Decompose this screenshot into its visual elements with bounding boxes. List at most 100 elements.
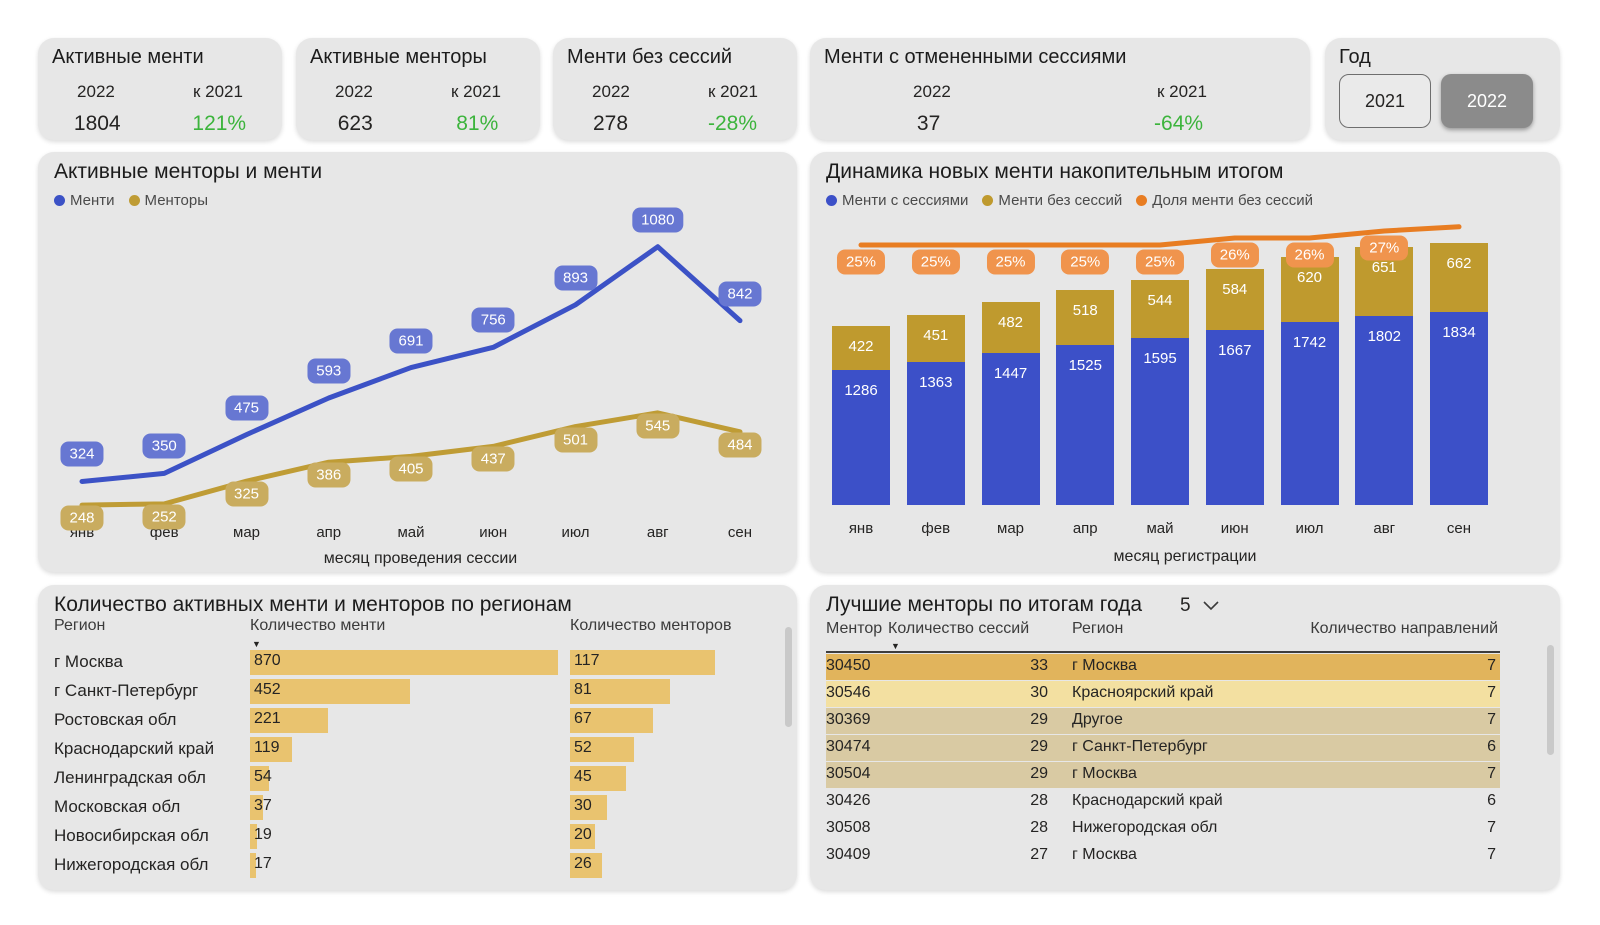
- column-header-mentee-count[interactable]: Количество менти: [250, 617, 386, 634]
- table-row[interactable]: г Москва 870 117: [38, 649, 797, 678]
- kpi-value: 623: [337, 112, 373, 135]
- x-axis-tick: апр: [316, 524, 342, 541]
- data-label-pill[interactable]: 325: [224, 481, 269, 507]
- table-row[interactable]: 30508 28 Нижегородская обл 7: [810, 816, 1560, 842]
- bar-segment-with-sessions[interactable]: [1056, 345, 1115, 505]
- vertical-scrollbar[interactable]: [785, 627, 792, 727]
- bar-segment-with-sessions[interactable]: [1131, 338, 1189, 505]
- table-row[interactable]: 30450 33 г Москва 7: [826, 654, 1500, 680]
- data-label-pill[interactable]: 1080: [632, 207, 684, 233]
- bar-segment-with-sessions[interactable]: [832, 370, 890, 505]
- table-row[interactable]: 30409 27 г Москва 7: [810, 843, 1560, 869]
- percent-label-pill[interactable]: 25%: [911, 249, 960, 275]
- table-row[interactable]: Ростовская обл 221 67: [38, 707, 797, 736]
- mentor-count-value: 30: [574, 797, 592, 814]
- mentee-count-value: 221: [254, 710, 281, 727]
- bar-segment-no-sessions[interactable]: [1430, 243, 1488, 312]
- kpi-delta: -28%: [707, 112, 757, 135]
- bar-segment-with-sessions[interactable]: [1205, 330, 1264, 505]
- data-label-pill[interactable]: 756: [471, 307, 515, 333]
- data-label-pill[interactable]: 324: [60, 441, 104, 467]
- table-row[interactable]: 30474 29 г Санкт-Петербург 6: [826, 735, 1500, 761]
- legend-item: Менти: [54, 192, 115, 209]
- top-n-dropdown[interactable]: 5: [1180, 595, 1219, 617]
- bar-value-label: 1525: [1068, 357, 1102, 374]
- data-label-pill[interactable]: 248: [60, 505, 104, 531]
- data-label-pill[interactable]: 475: [224, 395, 269, 421]
- table-row[interactable]: г Санкт-Петербург 452 81: [38, 678, 797, 707]
- legend-label: Менти: [70, 192, 115, 209]
- bar-segment-with-sessions[interactable]: [1355, 316, 1414, 505]
- region-name: г Москва: [54, 652, 123, 671]
- x-axis-tick: июн: [1220, 520, 1249, 537]
- percent-label-pill[interactable]: 25%: [1135, 249, 1185, 275]
- bar-value-label: 1667: [1218, 342, 1252, 359]
- mentor-id: 30504: [826, 765, 871, 782]
- bar-segment-no-sessions[interactable]: [981, 302, 1040, 353]
- mentor-count-bar: [570, 853, 602, 878]
- chevron-down-icon: [1203, 595, 1219, 617]
- data-label-pill[interactable]: 484: [718, 432, 762, 458]
- data-label-pill[interactable]: 386: [307, 462, 351, 488]
- table-row[interactable]: Ленинградская обл 54 45: [38, 765, 797, 794]
- data-label-pill[interactable]: 691: [389, 328, 433, 354]
- mentor-region: г Москва: [1072, 765, 1137, 782]
- column-header-mentor[interactable]: Ментор: [826, 620, 883, 637]
- legend-dot-icon: [128, 195, 140, 206]
- bar-segment-no-sessions[interactable]: [1205, 269, 1264, 330]
- bar-segment-with-sessions[interactable]: [1280, 322, 1339, 505]
- data-label-pill[interactable]: 842: [718, 281, 762, 307]
- legend-label: Менти с сессиями: [842, 192, 969, 209]
- percent-label-pill[interactable]: 26%: [1285, 242, 1334, 268]
- session-count: 28: [1030, 792, 1048, 809]
- table-row[interactable]: 30504 29 г Москва 7: [826, 762, 1500, 788]
- bar-segment-no-sessions[interactable]: [1280, 257, 1339, 322]
- column-header-region[interactable]: Регион: [54, 617, 106, 634]
- table-row[interactable]: 30369 29 Другое 7: [826, 708, 1500, 734]
- bar-segment-no-sessions[interactable]: [906, 315, 965, 362]
- x-axis-tick: мар: [233, 524, 260, 541]
- percent-label-pill[interactable]: 27%: [1360, 235, 1409, 261]
- percent-label-pill[interactable]: 25%: [836, 249, 886, 275]
- table-row[interactable]: Нижегородская обл 17 26: [38, 852, 797, 881]
- table-row[interactable]: 30546 30 Красноярский край 7: [826, 681, 1500, 707]
- bar-segment-with-sessions[interactable]: [981, 353, 1040, 505]
- bar-segment-no-sessions[interactable]: [1131, 280, 1189, 338]
- bar-segment-no-sessions[interactable]: [1056, 290, 1115, 345]
- bar-segment-with-sessions[interactable]: [906, 362, 965, 505]
- table-row[interactable]: Новосибирская обл 19 20: [38, 823, 797, 852]
- column-header-region[interactable]: Регион: [1072, 620, 1124, 637]
- year-button-2022[interactable]: 2022: [1441, 74, 1533, 128]
- column-header-direction-count[interactable]: Количество направлений: [1310, 620, 1498, 637]
- top-n-value: 5: [1180, 595, 1191, 616]
- table-row[interactable]: Московская обл 37 30: [38, 794, 797, 823]
- data-label-pill[interactable]: 405: [389, 456, 433, 482]
- column-header-session-count[interactable]: Количество сессий: [888, 620, 1030, 637]
- mentor-table-panel: Лучшие менторы по итогам года 5 Ментор К…: [810, 585, 1560, 890]
- table-row[interactable]: 30426 28 Краснодарский край 6: [810, 789, 1560, 815]
- column-header-mentor-count[interactable]: Количество менторов: [570, 617, 732, 634]
- data-label-pill[interactable]: 545: [636, 413, 680, 439]
- year-button-2021[interactable]: 2021: [1339, 74, 1431, 128]
- percent-label-pill[interactable]: 25%: [986, 249, 1035, 275]
- mentor-count-value: 20: [574, 826, 592, 843]
- bar-segment-no-sessions[interactable]: [832, 326, 890, 370]
- data-label-pill[interactable]: 593: [307, 358, 351, 384]
- bar-value-label: 651: [1371, 259, 1397, 276]
- mentor-count-bar: [570, 737, 634, 762]
- data-label-pill[interactable]: 350: [142, 433, 186, 459]
- percent-label-pill[interactable]: 25%: [1061, 249, 1110, 275]
- region-name: Новосибирская обл: [54, 826, 209, 845]
- mentor-id: 30474: [826, 738, 871, 755]
- legend-item: Менти с сессиями: [826, 192, 968, 209]
- stacked-bar-title: Динамика новых менти накопительным итого…: [826, 160, 1284, 183]
- data-label-pill[interactable]: 252: [142, 504, 186, 530]
- vertical-scrollbar[interactable]: [1547, 645, 1554, 755]
- table-row[interactable]: Краснодарский край 119 52: [38, 736, 797, 765]
- percent-label-pill[interactable]: 26%: [1210, 242, 1259, 268]
- bar-segment-with-sessions[interactable]: [1430, 312, 1488, 505]
- data-label-pill[interactable]: 437: [471, 446, 515, 472]
- data-label-pill[interactable]: 501: [553, 427, 598, 453]
- data-label-pill[interactable]: 893: [553, 265, 598, 291]
